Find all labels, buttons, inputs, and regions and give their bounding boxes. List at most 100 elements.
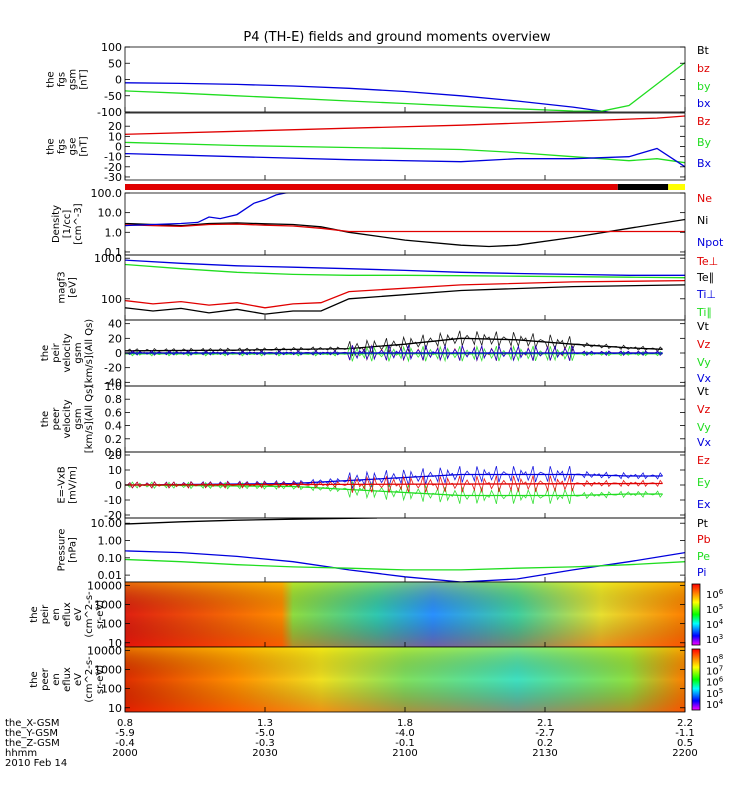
legend-Ne: Ne <box>697 192 712 205</box>
x-axis-row-label: 2010 Feb 14 <box>5 758 67 769</box>
svg-text:sr-eV): sr-eV) <box>95 600 106 629</box>
y-tick-label: 100 <box>101 41 122 54</box>
y-tick-label: 40 <box>108 318 122 331</box>
legend-Vx: Vx <box>697 372 712 385</box>
y-tick-label: 0.6 <box>105 406 123 419</box>
panel-pressure: Pt Pb Pe Pi 10.00 1.00 0.10 0.01 Pressure [nPa] <box>57 517 711 583</box>
series-bx <box>125 82 612 112</box>
y-tick-label: 10000 <box>87 579 122 592</box>
series-Ni <box>125 218 685 248</box>
svg-text:(cm^2-s-: (cm^2-s- <box>84 591 95 638</box>
y-tick-label: 1000 <box>94 598 122 611</box>
svg-text:the: the <box>40 345 51 361</box>
x-axis-row-label: hhmm <box>5 748 37 759</box>
y-tick-label: -10 <box>104 494 122 507</box>
svg-text:gsm: gsm <box>68 69 79 90</box>
series-Pi <box>125 550 685 582</box>
y-tick-label: 1000 <box>94 663 122 676</box>
x-tick-label: 2130 <box>532 748 557 759</box>
svg-text:magf3: magf3 <box>57 271 68 303</box>
y-tick-label: 0 <box>115 141 122 154</box>
panel-frame <box>124 46 686 113</box>
svg-text:velocity: velocity <box>62 333 73 372</box>
series-Bz <box>125 115 685 135</box>
colorbar-tick: 104 <box>706 698 724 711</box>
svg-text:eflux: eflux <box>62 667 73 692</box>
svg-text:peer: peer <box>51 407 62 431</box>
y-tick-label: -10 <box>104 151 122 164</box>
panel-exb: Ez Ey Ex 20 10 0 -10 -20 E=-VxB [mV/m] <box>57 449 711 522</box>
svg-text:the: the <box>46 71 57 87</box>
y-tick-label: -40 <box>104 376 122 389</box>
svg-text:[nT]: [nT] <box>79 136 90 156</box>
svg-text:the: the <box>29 671 40 687</box>
y-tick-label: 10 <box>108 130 122 143</box>
x-tick-label: -5.0 <box>255 728 275 739</box>
svg-text:[1/cc]: [1/cc] <box>62 210 73 239</box>
legend-Ez: Ez <box>697 454 710 467</box>
legend-Vz: Vz <box>697 403 711 416</box>
legend-Pt: Pt <box>697 517 709 530</box>
svg-text:[nT]: [nT] <box>79 69 90 89</box>
x-tick-label: 2000 <box>112 748 137 759</box>
legend-Npot: Npot <box>697 236 724 249</box>
y-tick-label: -50 <box>104 90 122 103</box>
legend-Te∥: Te∥ <box>696 271 714 284</box>
y-tick-label: -100 <box>97 106 122 119</box>
legend-by: by <box>697 80 711 93</box>
y-tick-label: 10.0 <box>98 207 123 220</box>
mode-bar-segment <box>617 184 669 190</box>
legend-Bx: Bx <box>697 157 712 170</box>
x-tick-label: 1.3 <box>257 718 273 729</box>
series-Ti∥ <box>125 263 685 279</box>
x-tick-label: -0.3 <box>255 738 275 749</box>
y-axis-label: the peer velocity gsm [km/s](All Qs) <box>40 385 95 453</box>
legend-Ti⊥: Ti⊥ <box>696 288 716 301</box>
x-axis-row-label: the_Y-GSM <box>5 728 58 739</box>
y-tick-label: 0.1 <box>105 246 123 259</box>
colorbar-tick: 108 <box>706 653 723 666</box>
y-tick-label: 1.00 <box>98 535 123 548</box>
x-tick-label: 0.8 <box>117 718 133 729</box>
colorbar-tick: 103 <box>706 633 723 646</box>
series-Ti⊥ <box>125 259 685 276</box>
series-Bx <box>125 147 685 168</box>
svg-text:[mV/m]: [mV/m] <box>68 466 79 504</box>
legend-Ni: Ni <box>697 214 708 227</box>
y-tick-label: 100 <box>101 618 122 631</box>
legend-Vt: Vt <box>697 320 710 333</box>
legend-By: By <box>697 136 712 149</box>
legend-Vy: Vy <box>697 356 711 369</box>
svg-text:peir: peir <box>51 342 62 362</box>
y-tick-label: 10 <box>108 637 122 650</box>
series-Te∥ <box>125 284 685 315</box>
x-tick-label: 1.8 <box>397 718 413 729</box>
panel-peer_velocity: Vt Vz Vy Vx 1.00.80.60.40.20.0 the peer velocit… <box>40 380 712 459</box>
legend-Pe: Pe <box>697 550 710 563</box>
x-tick-label: -1.1 <box>675 728 695 739</box>
legend-Ex: Ex <box>697 498 711 511</box>
x-tick-label: 2100 <box>392 748 417 759</box>
y-axis-label: the peer en eflux eV (cm^2-s-sr-eV) <box>29 656 106 703</box>
y-tick-label: -20 <box>104 509 122 522</box>
panel-fgs_gsm: Bt bz by bx 100 50 0 -50 -100 the fgs gsm [nT] <box>46 41 711 119</box>
svg-text:fgs: fgs <box>57 139 68 154</box>
y-tick-label: 1000 <box>94 252 122 265</box>
svg-text:E=-VxB: E=-VxB <box>57 466 68 503</box>
y-tick-label: 0 <box>115 74 122 87</box>
colorbar <box>691 583 701 646</box>
svg-text:eflux: eflux <box>62 602 73 627</box>
svg-text:the: the <box>46 138 57 154</box>
colorbar-tick: 106 <box>706 588 724 601</box>
svg-text:velocity: velocity <box>62 399 73 438</box>
svg-text:gse: gse <box>68 138 79 156</box>
y-axis-label: Density [1/cc] [cm^-3] <box>51 203 84 244</box>
series-Te⊥ <box>125 279 685 309</box>
y-axis-label: the fgs gsm [nT] <box>46 69 90 90</box>
series-Npot <box>125 193 289 227</box>
y-tick-label: 10 <box>108 464 122 477</box>
legend-Vt: Vt <box>697 385 710 398</box>
